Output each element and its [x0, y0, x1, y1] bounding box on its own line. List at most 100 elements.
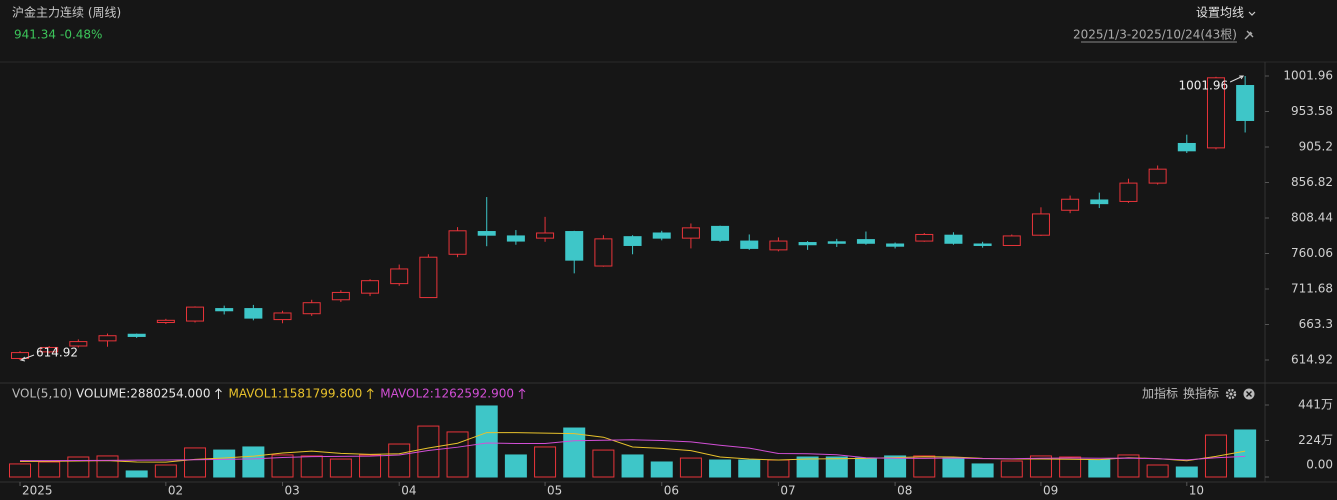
candle-body [361, 280, 380, 294]
candle-body [1002, 235, 1021, 246]
volume-bar [475, 405, 498, 478]
candle-body [681, 227, 700, 239]
volume-bar [9, 463, 31, 478]
max-annotation: 1001.96 [1179, 79, 1229, 93]
y-tick-label: 1001.96 [1283, 69, 1333, 83]
candle-body [331, 291, 350, 301]
volume-bar [271, 454, 294, 478]
candle-body [127, 333, 146, 337]
volume-bar [242, 446, 265, 478]
candle-body [769, 240, 788, 251]
volume-bar [1175, 466, 1198, 478]
candle-body [827, 241, 846, 244]
volume-bar [650, 461, 673, 478]
legend-arrow [215, 388, 222, 399]
candle-body [623, 236, 642, 246]
volume-bar [125, 470, 148, 478]
candle-body [419, 256, 438, 299]
volume-bar [1117, 454, 1140, 478]
y-tick-label: 856.82 [1291, 175, 1333, 189]
ma-setting-button[interactable]: 设置均线 [1196, 6, 1244, 20]
candle-body [215, 308, 234, 312]
x-tick-label: 04 [401, 484, 416, 498]
candle-body [536, 232, 555, 239]
candle-body [856, 239, 875, 244]
volume-bar [67, 456, 90, 478]
annotation-arrow [1229, 75, 1245, 83]
y-tick-label: 441万 [1298, 398, 1333, 412]
candle-body [1206, 77, 1225, 149]
volume-bar [854, 457, 877, 478]
volume-bar [942, 457, 965, 478]
y-tick-label: 0.00 [1306, 458, 1333, 472]
settings-icon[interactable] [1225, 388, 1237, 400]
y-tick-label: 614.92 [1291, 352, 1333, 366]
candle-body [477, 231, 496, 236]
legend-entry: VOLUME:2880254.000 [76, 387, 210, 401]
candle-body [915, 233, 934, 242]
candle-body [740, 240, 759, 249]
volume-bar [213, 449, 236, 478]
x-tick-label: 03 [285, 484, 300, 498]
volume-bar [913, 455, 936, 478]
volume-bar [300, 455, 323, 478]
volume-bar [388, 443, 411, 478]
date-range[interactable]: 2025/1/3-2025/10/24(43根) [1073, 28, 1237, 42]
chevron-icon [1248, 11, 1256, 16]
x-tick-label: 06 [664, 484, 679, 498]
candle-body [186, 306, 205, 322]
y-tick-label: 905.2 [1299, 139, 1333, 153]
volume-bar [534, 446, 557, 478]
volume-bar [709, 459, 732, 478]
legend-arrow [366, 388, 374, 399]
legend-entry: MAVOL2:1262592.900 [380, 387, 514, 401]
x-tick-label: 2025 [22, 484, 53, 498]
min-annotation: 614.92 [36, 345, 78, 359]
volume-bar [825, 456, 848, 478]
pin-icon[interactable] [1244, 30, 1254, 40]
candle-body [1031, 213, 1050, 236]
close-icon[interactable] [1243, 388, 1255, 400]
volume-bar [796, 456, 819, 478]
volume-bar [504, 454, 527, 478]
annotation-arrow [19, 354, 35, 362]
candle-body [594, 238, 613, 267]
candle-body [1061, 198, 1080, 211]
volume-bar [563, 427, 586, 478]
volume-bar [884, 455, 907, 478]
volume-bar [38, 461, 61, 478]
volume-bar [1146, 464, 1169, 478]
x-tick-label: 08 [897, 484, 912, 498]
x-tick-label: 09 [1043, 484, 1058, 498]
chart-title: 沪金主力连续 (周线) [12, 5, 121, 20]
volume-bar [184, 447, 207, 478]
volume-bar [592, 449, 615, 478]
x-tick-label: 07 [780, 484, 795, 498]
x-tick-label: 10 [1189, 484, 1204, 498]
candle-body [1148, 168, 1167, 184]
switch-indicator-button[interactable]: 换指标 [1183, 386, 1219, 401]
volume-bar [417, 425, 440, 478]
volume-bar [359, 454, 382, 478]
x-tick-label: 05 [547, 484, 562, 498]
candle-body [244, 308, 263, 319]
volume-bar [1029, 455, 1052, 478]
legend-entry: MAVOL1:1581799.800 [228, 387, 362, 401]
last-price: 941.34 [14, 28, 56, 42]
candle-body [11, 352, 29, 359]
candle-body [973, 243, 992, 246]
y-tick-label: 224万 [1298, 433, 1333, 447]
legend-arrow [518, 388, 526, 399]
ma-line [20, 439, 1246, 462]
candle-body [1236, 85, 1255, 121]
candle-body [302, 302, 321, 315]
volume-bar [1059, 456, 1082, 478]
candle-body [886, 243, 905, 247]
volume-bar [767, 459, 790, 478]
add-indicator-button[interactable]: 加指标 [1142, 386, 1178, 401]
volume-bar [154, 464, 177, 478]
indicator-name: VOL(5,10) [12, 387, 72, 401]
candle-body [798, 242, 817, 246]
